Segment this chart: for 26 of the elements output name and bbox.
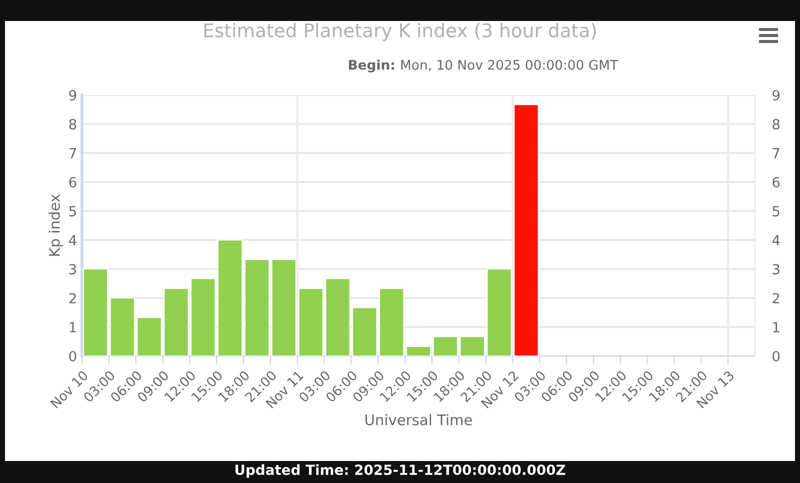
chart-title: Estimated Planetary K index (3 hour data) — [204, 22, 596, 42]
y2-tick-label: 3 — [772, 264, 780, 274]
y2-tick-label: 0 — [772, 350, 780, 362]
y2-tick-label: 1 — [773, 322, 780, 332]
y-tick-label: 8 — [69, 118, 76, 130]
y-tick-label: 7 — [69, 148, 76, 158]
y-tick-label: 4 — [68, 235, 76, 246]
y-tick-label: 9 — [69, 90, 76, 100]
y-axis-title: Kp index — [48, 194, 63, 256]
y-tick-label: 1 — [70, 322, 76, 332]
y2-tick-label: 8 — [772, 118, 780, 130]
y-tick-label: 2 — [69, 292, 76, 304]
y-tick-label: 3 — [69, 264, 76, 274]
y-tick-label: 0 — [69, 350, 76, 362]
y2-tick-label: 6 — [772, 176, 780, 188]
y-tick-label: 5 — [69, 206, 76, 216]
y-tick-label: 6 — [69, 176, 76, 188]
y2-tick-label: 7 — [772, 148, 780, 158]
chart-subtitle: Begin: Mon, 10 Nov 2025 00:00:00 GMT — [348, 60, 618, 72]
bar — [406, 346, 432, 356]
text: Updated Time: 2025-11-12T00:00:00.000Z — [235, 464, 566, 478]
x-axis-title: Universal Time — [366, 414, 472, 426]
y2-tick-label: 9 — [772, 90, 780, 100]
y2-tick-label: 4 — [772, 235, 780, 246]
y2-tick-label: 2 — [772, 292, 780, 304]
y2-tick-label: 5 — [772, 206, 780, 216]
